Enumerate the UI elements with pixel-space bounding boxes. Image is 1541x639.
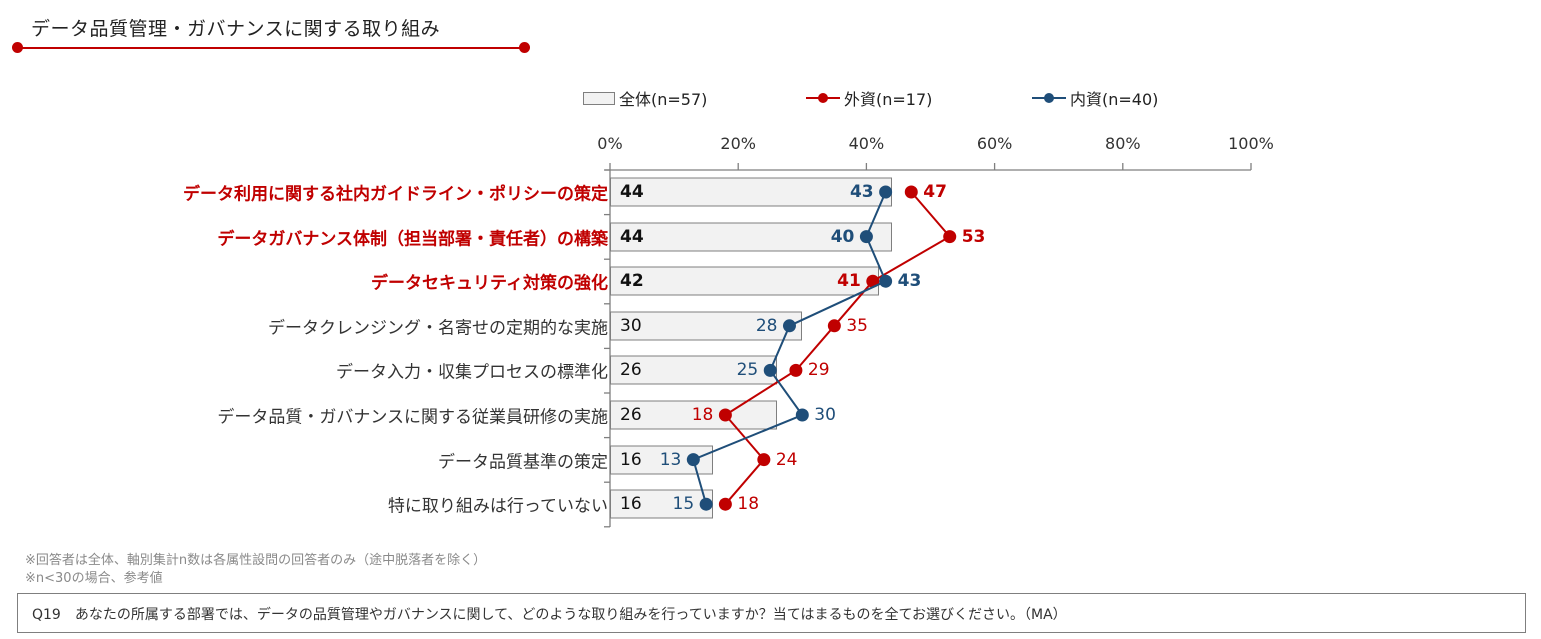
category-label: データ入力・収集プロセスの標準化	[336, 362, 608, 383]
total-value-label: 30	[620, 315, 642, 336]
total-bar	[610, 177, 893, 207]
foreign-value-label: 41	[837, 271, 861, 292]
x-tick-label: 80%	[1105, 134, 1141, 153]
x-tick-label: 100%	[1228, 134, 1274, 153]
legend-label-domestic: 内資(n=40)	[1070, 90, 1159, 109]
note-reference: ※n<30の場合、参考値	[25, 571, 163, 586]
domestic-value-label: 25	[736, 360, 759, 381]
total-value-label: 44	[620, 226, 644, 247]
note-respondents: ※回答者は全体、軸別集計n数は各属性設問の回答者のみ（途中脱落者を除く）	[25, 553, 487, 568]
domestic-value-label: 30	[814, 405, 836, 425]
legend-item-domestic: 内資(n=40)	[1032, 87, 1158, 109]
blue-line-marker-icon	[1032, 93, 1066, 103]
total-value-label: 44	[620, 182, 644, 202]
foreign-value-label: 29	[807, 360, 830, 381]
x-tick-label: 40%	[848, 134, 885, 153]
total-bar	[610, 311, 803, 341]
domestic-value-label: 43	[849, 182, 874, 202]
total-value-label: 26	[620, 360, 642, 381]
x-tick-label: 0%	[597, 134, 623, 153]
red-line-marker-icon	[806, 93, 840, 103]
legend-label-total: 全体(n=57)	[619, 90, 708, 109]
underline-dot-right	[519, 42, 530, 53]
total-value-label: 16	[620, 494, 642, 515]
legend-item-foreign: 外資(n=17)	[806, 87, 932, 109]
legend-label-foreign: 外資(n=17)	[844, 90, 933, 109]
category-label: データガバナンス体制（担当部署・責任者）の構築	[217, 229, 608, 250]
title-underline	[17, 47, 525, 49]
foreign-value-label: 24	[775, 449, 798, 470]
total-value-label: 16	[620, 449, 642, 470]
category-label: 特に取り組みは行っていない	[387, 496, 608, 517]
total-bar	[610, 489, 713, 519]
underline-dot-left	[12, 42, 23, 53]
category-label: データセキュリティ対策の強化	[371, 273, 608, 294]
domestic-value-label: 28	[755, 315, 778, 336]
domestic-value-label: 40	[830, 226, 855, 247]
domestic-value-label: 43	[897, 271, 922, 292]
total-value-label: 42	[620, 271, 644, 292]
category-label: データ品質基準の策定	[438, 452, 608, 473]
foreign-value-label: 53	[961, 226, 986, 247]
category-label: データ利用に関する社内ガイドライン・ポリシーの策定	[183, 184, 608, 205]
category-label: データクレンジング・名寄せの定期的な実施	[268, 318, 608, 339]
total-bar	[610, 355, 777, 385]
x-tick-label: 60%	[976, 134, 1013, 153]
foreign-value-label: 35	[846, 315, 868, 336]
domestic-value-label: 15	[672, 494, 695, 515]
foreign-value-label: 18	[737, 494, 760, 515]
foreign-value-label: 18	[691, 405, 714, 425]
x-tick-label: 20%	[720, 134, 756, 153]
bar-swatch-icon	[583, 91, 615, 105]
total-value-label: 26	[620, 405, 642, 425]
legend-item-total: 全体(n=57)	[583, 87, 707, 109]
domestic-value-label: 13	[659, 449, 682, 470]
total-bar	[610, 222, 893, 252]
total-bar	[610, 266, 880, 296]
foreign-value-label: 47	[923, 182, 947, 202]
question-box: Q19 あなたの所属する部署では、データの品質管理やガバナンスに関して、どのよう…	[17, 593, 1526, 633]
chart-title: データ品質管理・ガバナンスに関する取り組み	[31, 18, 441, 40]
category-label: データ品質・ガバナンスに関する従業員研修の実施	[217, 407, 608, 428]
